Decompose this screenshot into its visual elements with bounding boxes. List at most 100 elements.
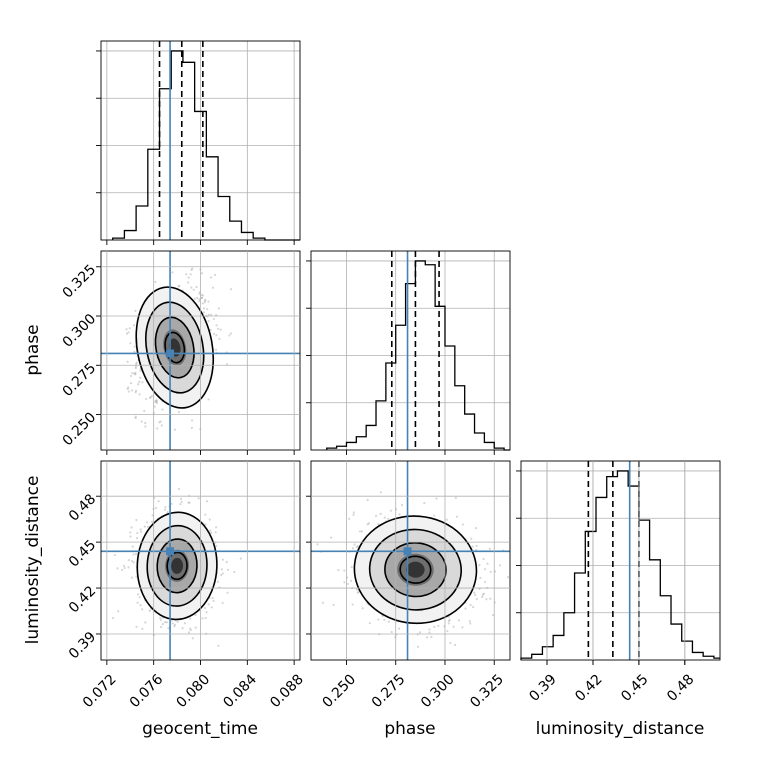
sample-point [204,616,207,620]
sample-point [351,603,354,606]
sample-point [343,569,346,572]
sample-point [343,581,346,584]
sample-point [129,535,132,538]
sample-point [346,582,349,586]
contour-line [154,316,195,379]
density-shade [406,561,425,578]
sample-point [177,410,181,414]
truth-marker [166,547,175,556]
sample-point [214,348,218,351]
sample-point [481,595,484,599]
sample-point [139,604,142,607]
sample-point [383,516,386,519]
sample-point [153,405,156,408]
joint-panel-geocent-time-vs-luminosity-distance [100,460,301,661]
sample-point [127,558,130,562]
sample-point [137,383,140,386]
sample-point [139,376,142,379]
sample-point [387,620,390,623]
sample-point [361,607,364,610]
sample-point [483,580,487,583]
sample-point [448,618,451,622]
sample-point [198,292,201,295]
sample-point [202,307,206,310]
sample-point [207,313,210,316]
sample-point [220,568,223,571]
sample-point [228,334,231,337]
sample-point [177,285,180,288]
sample-point [428,631,431,634]
sample-point [134,309,137,312]
sample-point [366,523,369,526]
sample-point [383,618,386,621]
sample-point [217,307,220,310]
sample-point [173,623,177,626]
sample-point [181,627,184,630]
sample-point [473,591,476,594]
sample-point [217,644,220,647]
density-shade [171,557,184,574]
sample-point [204,513,207,516]
sample-point [189,627,192,630]
sample-point [455,515,459,518]
sample-point [141,608,144,611]
sample-point [352,511,355,514]
sample-point [474,527,477,530]
sample-point [160,424,163,427]
y-label-phase: phase [23,324,43,375]
sample-point [214,273,217,277]
sample-point [226,568,230,571]
joint-panel-geocent-time-vs-phase [100,250,301,451]
sample-point [447,619,451,623]
sample-point [356,591,359,594]
sample-point [469,603,472,606]
sample-point [471,545,474,548]
sample-point [488,547,491,550]
sample-point [135,362,138,366]
sample-point [187,276,190,279]
panel-frame [100,40,301,241]
sample-point [154,400,157,404]
sample-point [189,273,192,276]
sample-point [216,580,220,583]
sample-point [207,320,210,323]
sample-point [197,497,200,500]
sample-point [506,576,510,579]
sample-point [464,607,467,610]
sample-point [377,618,380,621]
sample-point [159,616,162,619]
sample-point [449,641,452,645]
sample-point [379,512,382,515]
sample-point [209,328,212,332]
contour-line [368,528,463,611]
sample-point [206,307,209,311]
sample-point [161,623,164,626]
sample-point [481,593,484,596]
sample-point [126,360,129,363]
sample-point [116,567,119,570]
sample-point [389,509,393,512]
sample-point [201,294,205,297]
sample-point [226,591,229,594]
sample-point [478,564,481,567]
sample-point [397,627,401,630]
sample-point [191,267,194,270]
sample-point [470,537,473,540]
sample-point [355,588,358,591]
sample-point [190,419,194,422]
sample-point [433,625,436,628]
sample-point [418,631,422,634]
histogram-panel-phase [306,250,511,455]
sample-point [212,599,215,603]
sample-point [173,625,176,628]
histogram-step-luminosity-distance [520,470,720,660]
sample-point [203,606,207,610]
sample-point [491,613,495,617]
sample-point [229,332,233,335]
sample-point [134,365,138,368]
sample-point [164,505,167,509]
sample-point [159,618,163,622]
contour-line [353,515,478,625]
x-label-geocent-time: geocent_time [142,719,258,739]
